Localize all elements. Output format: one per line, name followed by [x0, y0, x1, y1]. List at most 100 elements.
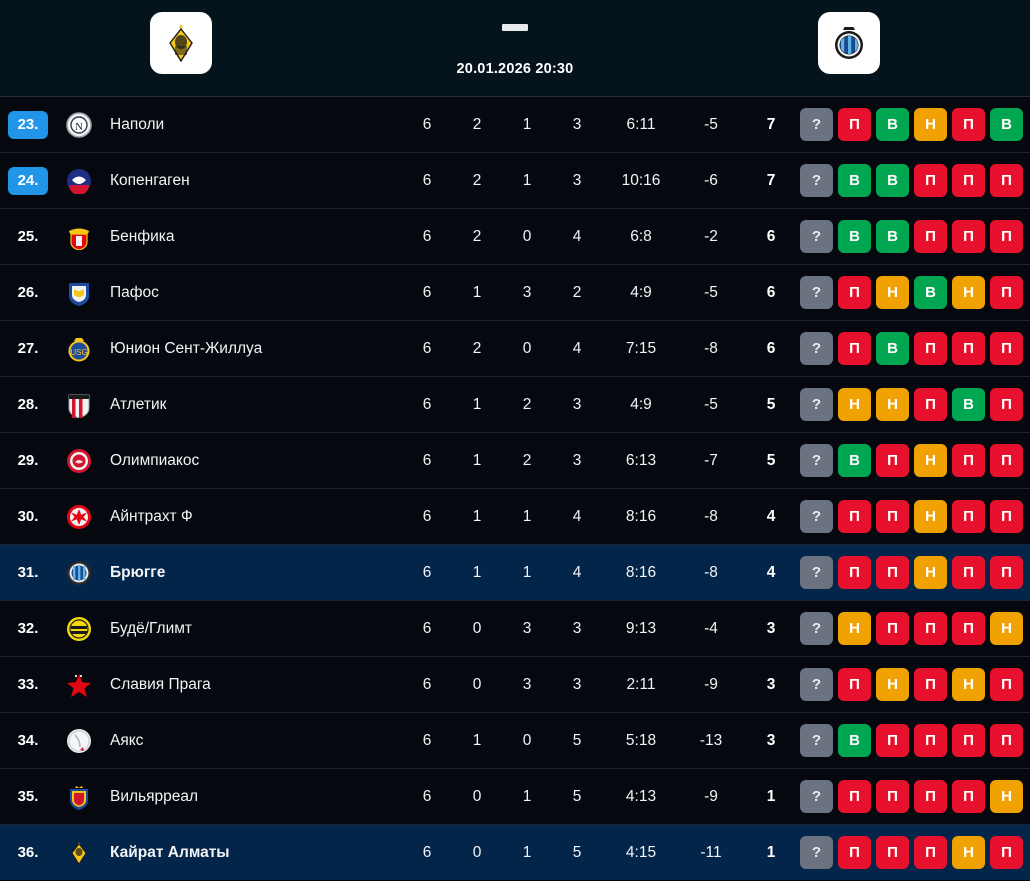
form-badge-loss[interactable]: П	[952, 556, 985, 589]
form-badge-loss[interactable]: П	[876, 612, 909, 645]
table-row[interactable]: 33. Славия Прага 6 0 3 3 2:11 -9 3? П Н П Н П	[0, 656, 1030, 712]
table-row[interactable]: 32. Будё/Глимт 6 0 3 3 9:13 -4 3? Н П П П Н	[0, 600, 1030, 656]
form-badge-draw[interactable]: Н	[876, 388, 909, 421]
team-name[interactable]: Айнтрахт Ф	[110, 507, 193, 525]
table-row[interactable]: 25. Бенфика 6 2 0 4 6:8 -2 6? В В П П П	[0, 208, 1030, 264]
form-badge-draw[interactable]: Н	[914, 500, 947, 533]
form-badge-unknown[interactable]: ?	[800, 164, 833, 197]
form-badge-draw[interactable]: Н	[876, 276, 909, 309]
team-name[interactable]: Пафос	[110, 283, 159, 301]
table-row[interactable]: 24. Копенгаген 6 2 1 3 10:16 -6 7? В В П П П	[0, 152, 1030, 208]
form-badge-win[interactable]: В	[990, 108, 1023, 141]
form-badge-loss[interactable]: П	[876, 780, 909, 813]
table-row[interactable]: 27. USG Юнион Сент-Жиллуа 6 2 0 4 7:15 -8 6? П В П П П	[0, 320, 1030, 376]
form-badge-draw[interactable]: Н	[914, 556, 947, 589]
form-badge-loss[interactable]: П	[838, 108, 871, 141]
team-name[interactable]: Юнион Сент-Жиллуа	[110, 339, 263, 357]
form-badge-unknown[interactable]: ?	[800, 556, 833, 589]
form-badge-loss[interactable]: П	[838, 332, 871, 365]
form-badge-win[interactable]: В	[876, 332, 909, 365]
form-badge-loss[interactable]: П	[914, 724, 947, 757]
form-badge-loss[interactable]: П	[952, 500, 985, 533]
form-badge-loss[interactable]: П	[990, 220, 1023, 253]
team-name[interactable]: Вильярреал	[110, 787, 199, 805]
team-crest[interactable]	[56, 672, 102, 698]
team-crest[interactable]	[56, 224, 102, 250]
form-badge-win[interactable]: В	[838, 724, 871, 757]
form-badge-draw[interactable]: Н	[952, 836, 985, 869]
form-badge-loss[interactable]: П	[990, 444, 1023, 477]
form-badge-win[interactable]: В	[914, 276, 947, 309]
form-badge-draw[interactable]: Н	[876, 668, 909, 701]
form-badge-loss[interactable]: П	[876, 556, 909, 589]
form-badge-loss[interactable]: П	[990, 500, 1023, 533]
form-badge-loss[interactable]: П	[876, 500, 909, 533]
table-row[interactable]: 36. Кайрат Алматы 6 0 1 5 4:15 -11 1? П П П Н П	[0, 824, 1030, 880]
table-row[interactable]: 29. Олимпиакос 6 1 2 3 6:13 -7 5? В П Н П П	[0, 432, 1030, 488]
form-badge-draw[interactable]: Н	[914, 108, 947, 141]
form-badge-loss[interactable]: П	[838, 500, 871, 533]
form-badge-loss[interactable]: П	[952, 164, 985, 197]
form-badge-unknown[interactable]: ?	[800, 724, 833, 757]
table-row[interactable]: 28. Атлетик 6 1 2 3 4:9 -5 5? Н Н П В П	[0, 376, 1030, 432]
form-badge-loss[interactable]: П	[838, 668, 871, 701]
away-team-logo[interactable]	[818, 12, 880, 74]
team-crest[interactable]	[56, 392, 102, 418]
form-badge-unknown[interactable]: ?	[800, 612, 833, 645]
form-badge-unknown[interactable]: ?	[800, 388, 833, 421]
form-badge-loss[interactable]: П	[952, 220, 985, 253]
form-badge-win[interactable]: В	[838, 164, 871, 197]
form-badge-unknown[interactable]: ?	[800, 500, 833, 533]
table-row[interactable]: 26. Пафос 6 1 3 2 4:9 -5 6? П Н В Н П	[0, 264, 1030, 320]
home-team-logo[interactable]	[150, 12, 212, 74]
form-badge-loss[interactable]: П	[952, 612, 985, 645]
form-badge-loss[interactable]: П	[838, 780, 871, 813]
form-badge-loss[interactable]: П	[990, 668, 1023, 701]
form-badge-loss[interactable]: П	[914, 332, 947, 365]
team-name[interactable]: Копенгаген	[110, 171, 190, 189]
form-badge-loss[interactable]: П	[914, 388, 947, 421]
team-crest[interactable]	[56, 784, 102, 810]
form-badge-unknown[interactable]: ?	[800, 668, 833, 701]
form-badge-loss[interactable]: П	[952, 724, 985, 757]
form-badge-loss[interactable]: П	[990, 388, 1023, 421]
form-badge-loss[interactable]: П	[914, 612, 947, 645]
table-row[interactable]: 34. Аякс 6 1 0 5 5:18 -13 3? В П П П П	[0, 712, 1030, 768]
form-badge-loss[interactable]: П	[914, 668, 947, 701]
form-badge-unknown[interactable]: ?	[800, 220, 833, 253]
form-badge-loss[interactable]: П	[990, 164, 1023, 197]
form-badge-loss[interactable]: П	[990, 276, 1023, 309]
form-badge-loss[interactable]: П	[838, 556, 871, 589]
form-badge-draw[interactable]: Н	[914, 444, 947, 477]
form-badge-loss[interactable]: П	[876, 444, 909, 477]
form-badge-loss[interactable]: П	[914, 164, 947, 197]
form-badge-loss[interactable]: П	[952, 780, 985, 813]
form-badge-unknown[interactable]: ?	[800, 836, 833, 869]
form-badge-loss[interactable]: П	[990, 724, 1023, 757]
form-badge-win[interactable]: В	[952, 388, 985, 421]
team-crest[interactable]	[56, 616, 102, 642]
team-crest[interactable]	[56, 560, 102, 586]
form-badge-loss[interactable]: П	[952, 444, 985, 477]
team-crest[interactable]	[56, 280, 102, 306]
team-name[interactable]: Кайрат Алматы	[110, 843, 230, 861]
form-badge-draw[interactable]: Н	[952, 668, 985, 701]
form-badge-unknown[interactable]: ?	[800, 332, 833, 365]
form-badge-loss[interactable]: П	[990, 332, 1023, 365]
team-name[interactable]: Наполи	[110, 115, 165, 133]
table-row[interactable]: 31. Брюгге 6 1 1 4 8:16 -8 4? П П Н П П	[0, 544, 1030, 600]
team-crest[interactable]: N	[56, 111, 102, 138]
form-badge-loss[interactable]: П	[914, 836, 947, 869]
form-badge-unknown[interactable]: ?	[800, 444, 833, 477]
form-badge-loss[interactable]: П	[952, 108, 985, 141]
form-badge-loss[interactable]: П	[990, 556, 1023, 589]
team-name[interactable]: Бенфика	[110, 227, 175, 245]
form-badge-loss[interactable]: П	[990, 836, 1023, 869]
form-badge-draw[interactable]: Н	[838, 612, 871, 645]
form-badge-win[interactable]: В	[876, 108, 909, 141]
form-badge-win[interactable]: В	[876, 164, 909, 197]
form-badge-win[interactable]: В	[838, 444, 871, 477]
team-crest[interactable]	[56, 504, 102, 530]
table-row[interactable]: 35. Вильярреал 6 0 1 5 4:13 -9 1? П П П П Н	[0, 768, 1030, 824]
team-name[interactable]: Славия Прага	[110, 675, 211, 693]
